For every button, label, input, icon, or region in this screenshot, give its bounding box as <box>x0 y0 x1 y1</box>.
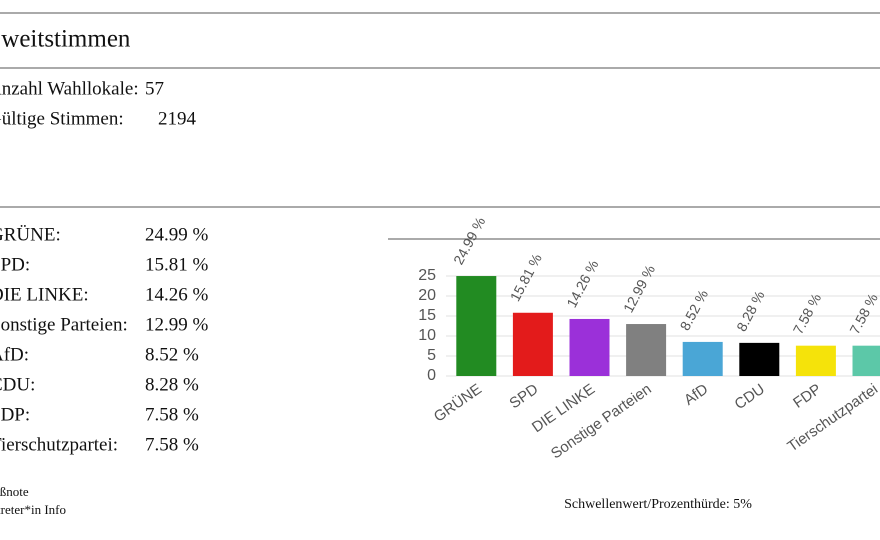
footnote: Vertreter*in Info <box>0 502 66 517</box>
party-name: DIE LINKE: <box>0 284 89 305</box>
bar <box>626 324 667 376</box>
stat-value: 2194 <box>158 108 197 129</box>
x-tick-label: GRÜNE <box>430 380 485 426</box>
x-tick-label: CDU <box>731 381 767 414</box>
y-tick-label: 20 <box>418 287 436 304</box>
value-label: 14.26 % <box>563 257 601 310</box>
party-name: Tierschutzpartei: <box>0 434 118 455</box>
party-share: 24.99 % <box>145 224 209 245</box>
value-label: 7.58 % <box>790 291 825 337</box>
bar <box>795 345 836 376</box>
x-tick-label: AfD <box>681 381 711 409</box>
value-label: 8.52 % <box>676 287 711 333</box>
party-name: SPD: <box>0 254 30 275</box>
chart-caption: Schwellenwert/Prozenthürde: 5% <box>564 497 752 512</box>
value-label: 24.99 % <box>450 214 488 267</box>
party-name: AfD: <box>0 344 29 365</box>
y-tick-label: 0 <box>427 367 436 384</box>
party-share: 7.58 % <box>145 434 199 455</box>
party-name: FDP: <box>0 404 30 425</box>
party-share: 12.99 % <box>145 314 209 335</box>
party-share: 7.58 % <box>145 404 199 425</box>
y-tick-label: 25 <box>418 267 436 284</box>
stat-value: 57 <box>145 78 164 99</box>
bar <box>739 342 780 376</box>
y-tick-label: 15 <box>418 307 436 324</box>
stat-label: Anzahl Wahllokale: <box>0 78 139 99</box>
y-tick-label: 5 <box>427 347 436 364</box>
footnote: Fußnote <box>0 484 29 499</box>
value-label: 7.58 % <box>846 291 880 337</box>
title: Zweitstimmen <box>0 26 131 53</box>
x-tick-label: FDP <box>790 381 824 412</box>
y-tick-label: 10 <box>418 327 436 344</box>
value-label: 8.28 % <box>733 288 768 334</box>
x-tick-label: Sonstige Parteien <box>548 381 655 463</box>
value-label: 12.99 % <box>620 262 658 315</box>
party-name: CDU: <box>0 374 35 395</box>
party-share: 14.26 % <box>145 284 209 305</box>
party-name: Sonstige Parteien: <box>0 314 128 335</box>
party-share: 8.52 % <box>145 344 199 365</box>
party-name: GRÜNE: <box>0 224 61 245</box>
party-share: 15.81 % <box>145 254 209 275</box>
bar <box>456 276 497 376</box>
stat-label: Gültige Stimmen: <box>0 108 124 129</box>
bar <box>512 312 553 376</box>
party-share: 8.28 % <box>145 374 199 395</box>
bar <box>682 341 723 376</box>
bar <box>569 318 610 376</box>
bar <box>852 345 880 376</box>
x-tick-label: SPD <box>506 381 541 413</box>
